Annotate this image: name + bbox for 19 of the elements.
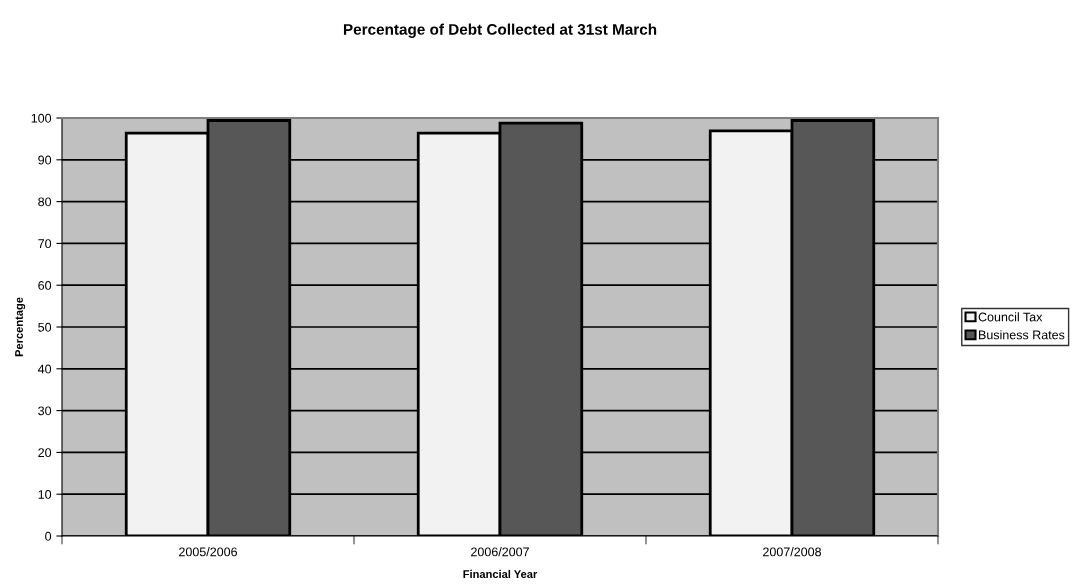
y-tick-label: 50 [38, 322, 52, 332]
y-tick-label: 10 [38, 490, 52, 499]
legend-label: Council Tax [978, 312, 1043, 322]
y-tick-label: 60 [38, 281, 52, 290]
chart-title: Percentage of Debt Collected at 31st March [343, 23, 657, 38]
x-tick-label: 2005/2006 [179, 547, 237, 557]
y-tick-label: 100 [31, 113, 52, 123]
legend-label: Business Rates [979, 330, 1065, 340]
y-tick-label: 80 [38, 197, 52, 207]
y-tick-label: 40 [37, 364, 52, 374]
x-axis-title: Financial Year [463, 569, 538, 579]
y-axis-title: Percentage [15, 297, 26, 357]
y-tick-label: 20 [38, 448, 52, 458]
y-tick-label: 30 [38, 406, 52, 416]
y-tick-label: 90 [38, 155, 52, 165]
y-tick-label: 0 [45, 531, 52, 541]
x-tick-label: 2006/2007 [471, 547, 529, 557]
y-tick-label: 70 [38, 239, 52, 249]
x-tick-label: 2007/2008 [763, 547, 821, 557]
